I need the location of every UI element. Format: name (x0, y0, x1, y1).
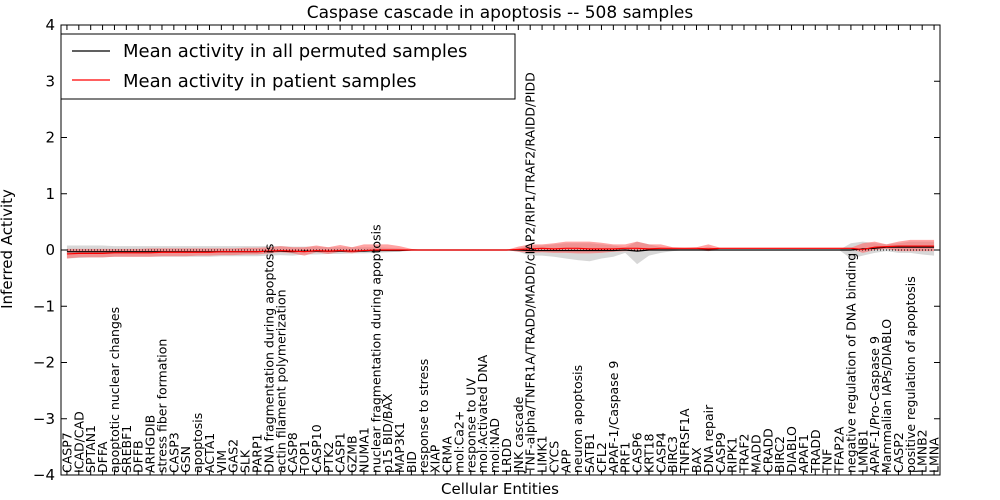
x-tick-label: TNF-alpha/TNFR1A/TRADD/MADD/cIAP2/RIP1/T… (523, 72, 538, 474)
x-tick-label: LRDD (499, 438, 514, 473)
x-tick-label: PARP1 (249, 434, 264, 473)
y-tick-label: 4 (45, 16, 55, 34)
x-tick-label: ARHGDIB (143, 415, 158, 473)
x-tick-label: TNFRSF1A (677, 408, 692, 474)
x-tick-label: mol:Ca2+ (451, 411, 466, 473)
x-tick-label: apoptotic nuclear changes (107, 307, 122, 473)
x-tick-label: LMNA (927, 437, 942, 473)
x-tick-label: APAF1 (796, 434, 811, 473)
x-tick-label: DNA repair (701, 404, 716, 473)
y-tick-label: 2 (45, 129, 55, 147)
x-tick-label: actin filament polymerization (273, 289, 288, 473)
x-tick-label: SREBF1 (119, 425, 134, 473)
x-tick-label: response to stress (416, 359, 431, 473)
x-tick-label: SPTAN1 (83, 425, 98, 473)
x-tick-label: APAF-1/Pro-Caspase 9 (867, 336, 882, 473)
x-tick-label: mol:Activated DNA (475, 354, 490, 473)
x-tick-label: DNA fragmentation during apoptosis (261, 244, 276, 473)
x-tick-label: KRT18 (641, 433, 656, 473)
x-tick-label: BIRC3 (665, 436, 680, 473)
x-tick-label: SATB1 (582, 433, 597, 473)
legend: Mean activity in all permuted samples Me… (60, 33, 516, 100)
x-tick-label: TFAP2A (832, 426, 847, 474)
x-tick-label: CASP9 (713, 432, 728, 473)
x-tick-label: NUMA1 (356, 427, 371, 473)
x-tick-label: neuron apoptosis (570, 365, 585, 473)
y-tick-label: 0 (45, 241, 55, 259)
x-tick-label: DIABLO (784, 426, 799, 473)
y-tick-label: −3 (33, 410, 55, 428)
y-tick-label: −4 (33, 466, 55, 484)
x-tick-label: BID (404, 451, 419, 473)
x-tick-label: SLK (238, 449, 253, 473)
x-tick-label: BAX (689, 447, 704, 473)
y-tick-label: −1 (33, 297, 55, 315)
x-tick-label: RIPK1 (725, 437, 740, 473)
x-tick-label: APP (558, 449, 573, 473)
patient-mean-line (66, 245, 935, 255)
x-tick-label: DFFA (95, 441, 110, 473)
x-tick-label: XIAP (428, 444, 443, 473)
x-tick-label: LIMK1 (535, 435, 550, 473)
x-tick-label: positive regulation of apoptosis (903, 276, 918, 473)
legend-box (60, 33, 516, 100)
x-tick-label: CASP3 (166, 432, 181, 473)
x-tick-label: GZMB (345, 435, 360, 473)
x-tick-label: MADD (748, 434, 763, 473)
x-tick-label: LMNB2 (915, 429, 930, 473)
x-tick-label: mol:NAD (487, 418, 502, 473)
y-tick-label: 1 (45, 185, 55, 203)
y-axis-label: Inferred Activity (0, 189, 16, 309)
x-tick-label: MAP3K1 (392, 422, 407, 473)
x-tick-label: CASP1 (333, 432, 348, 473)
x-tick-label: PRF1 (618, 442, 633, 473)
x-tick-label: LMNB1 (855, 429, 870, 473)
x-tick-label: DFFB (131, 440, 146, 473)
y-tick-label: 3 (45, 72, 55, 90)
plot-frame (60, 24, 941, 476)
x-tick-label: GAS2 (226, 439, 241, 473)
patient-band (66, 239, 935, 259)
x-tick-label: TNF (820, 449, 835, 474)
x-tick-label: response to UV (463, 378, 478, 473)
x-tick-label: CASP10 (309, 424, 324, 473)
x-tick-label: CASP7 (59, 432, 74, 473)
x-tick-label: GSN (178, 446, 193, 473)
x-tick-label: BIRC2 (772, 436, 787, 473)
legend-label-permuted: Mean activity in all permuted samples (123, 41, 467, 62)
x-tick-label: CASP8 (285, 432, 300, 473)
x-tick-label: nuclear fragmentation during apoptosis (368, 224, 383, 473)
x-tick-label: PTK2 (321, 442, 336, 473)
y-tick-label: −2 (33, 354, 55, 372)
x-tick-label: TOP1 (297, 440, 312, 474)
x-tick-label: negative regulation of DNA binding (843, 253, 858, 473)
x-tick-label: CASP2 (891, 432, 906, 473)
x-tick-label: CFL2 (594, 442, 609, 473)
x-tick-label: CYCS (546, 441, 561, 473)
x-tick-label: apoptosis (190, 413, 205, 473)
x-tick-label: CASP4 (653, 432, 668, 473)
x-tick-label: CASP6 (630, 432, 645, 473)
confidence-bands (66, 239, 935, 265)
x-tick-label: TRADD (808, 429, 823, 474)
x-tick-label: CRMA (440, 436, 455, 473)
x-tick-label: stress fiber formation (154, 339, 169, 473)
x-axis-label: Cellular Entities (441, 480, 559, 498)
x-tick-label: CRADD (760, 428, 775, 473)
x-tick-label: APAF-1/Caspase 9 (606, 361, 621, 473)
x-tick-label: ACTA1 (202, 433, 217, 473)
legend-label-patient: Mean activity in patient samples (123, 71, 417, 92)
y-axis: −4 −3 −2 −1 0 1 2 3 4 (33, 16, 940, 484)
chart-title: Caspase cascade in apoptosis -- 508 samp… (307, 3, 694, 23)
x-tick-label: ICAD/CAD (71, 411, 86, 473)
x-tick-label: JNK cascade (511, 396, 526, 474)
x-tick-label: TRAF2 (737, 433, 752, 474)
x-tick-label: VIM (214, 450, 229, 473)
x-tick-label: p15 BID/BAX (380, 393, 395, 473)
x-tick-label: Mammalian IAPs/DIABLO (879, 319, 894, 473)
series-lines (66, 245, 935, 255)
